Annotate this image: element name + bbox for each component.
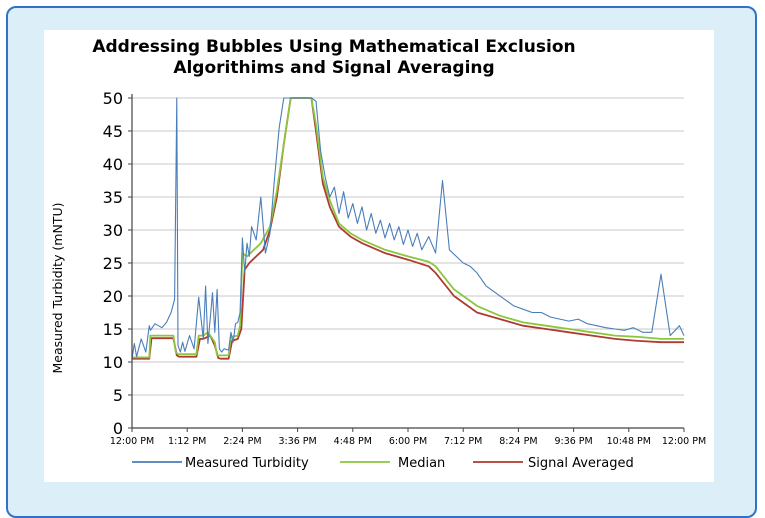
y-tick-label-40: 40 bbox=[103, 155, 123, 174]
x-tick-label-3: 3:36 PM bbox=[278, 436, 316, 447]
axes bbox=[131, 94, 684, 429]
x-tick-label-8: 9:36 PM bbox=[554, 436, 592, 447]
y-tick-label-45: 45 bbox=[103, 122, 123, 141]
x-tick-label-2: 2:24 PM bbox=[223, 436, 261, 447]
y-tick-label-15: 15 bbox=[103, 320, 123, 339]
x-tick-label-9: 10:48 PM bbox=[607, 436, 651, 447]
y-axis-ticks: 0 5 10 15 20 25 30 35 40 45 50 bbox=[103, 89, 132, 438]
chart-title-line-1: Addressing Bubbles Using Mathematical Ex… bbox=[92, 37, 575, 57]
line-chart: Addressing Bubbles Using Mathematical Ex… bbox=[50, 37, 706, 471]
legend-label-1: Median bbox=[398, 456, 445, 471]
y-tick-label-50: 50 bbox=[103, 89, 123, 108]
y-tick-label-20: 20 bbox=[103, 287, 123, 306]
chart-title-line-2: Algorithims and Signal Averaging bbox=[173, 58, 494, 78]
series-line-measured-turbidity bbox=[131, 97, 685, 359]
x-tick-label-6: 7:12 PM bbox=[444, 436, 482, 447]
series-lines bbox=[131, 97, 685, 360]
x-tick-label-10: 12:00 PM bbox=[662, 436, 706, 447]
series-line-signal-averaged bbox=[132, 97, 684, 360]
legend-label-2: Signal Averaged bbox=[528, 456, 634, 471]
legend: Measured Turbidity Median Signal Averaged bbox=[132, 456, 634, 471]
x-tick-label-0: 12:00 PM bbox=[110, 436, 154, 447]
y-tick-label-30: 30 bbox=[103, 221, 123, 240]
legend-label-0: Measured Turbidity bbox=[185, 456, 309, 471]
x-tick-label-1: 1:12 PM bbox=[168, 436, 206, 447]
y-axis-label: Measured Turbidity (mNTU) bbox=[50, 203, 65, 374]
y-tick-label-25: 25 bbox=[103, 254, 123, 273]
x-tick-label-5: 6:00 PM bbox=[389, 436, 427, 447]
x-tick-label-7: 8:24 PM bbox=[499, 436, 537, 447]
series-line-median bbox=[132, 97, 684, 359]
gridlines bbox=[132, 97, 684, 396]
y-tick-label-5: 5 bbox=[113, 386, 123, 405]
x-axis-ticks: 12:00 PM 1:12 PM 2:24 PM 3:36 PM 4:48 PM 6:00… bbox=[110, 428, 706, 447]
x-tick-label-4: 4:48 PM bbox=[334, 436, 372, 447]
y-tick-label-10: 10 bbox=[103, 353, 123, 372]
y-tick-label-35: 35 bbox=[103, 188, 123, 207]
y-tick-label-0: 0 bbox=[113, 419, 123, 438]
chart-panel: Addressing Bubbles Using Mathematical Ex… bbox=[44, 30, 714, 482]
